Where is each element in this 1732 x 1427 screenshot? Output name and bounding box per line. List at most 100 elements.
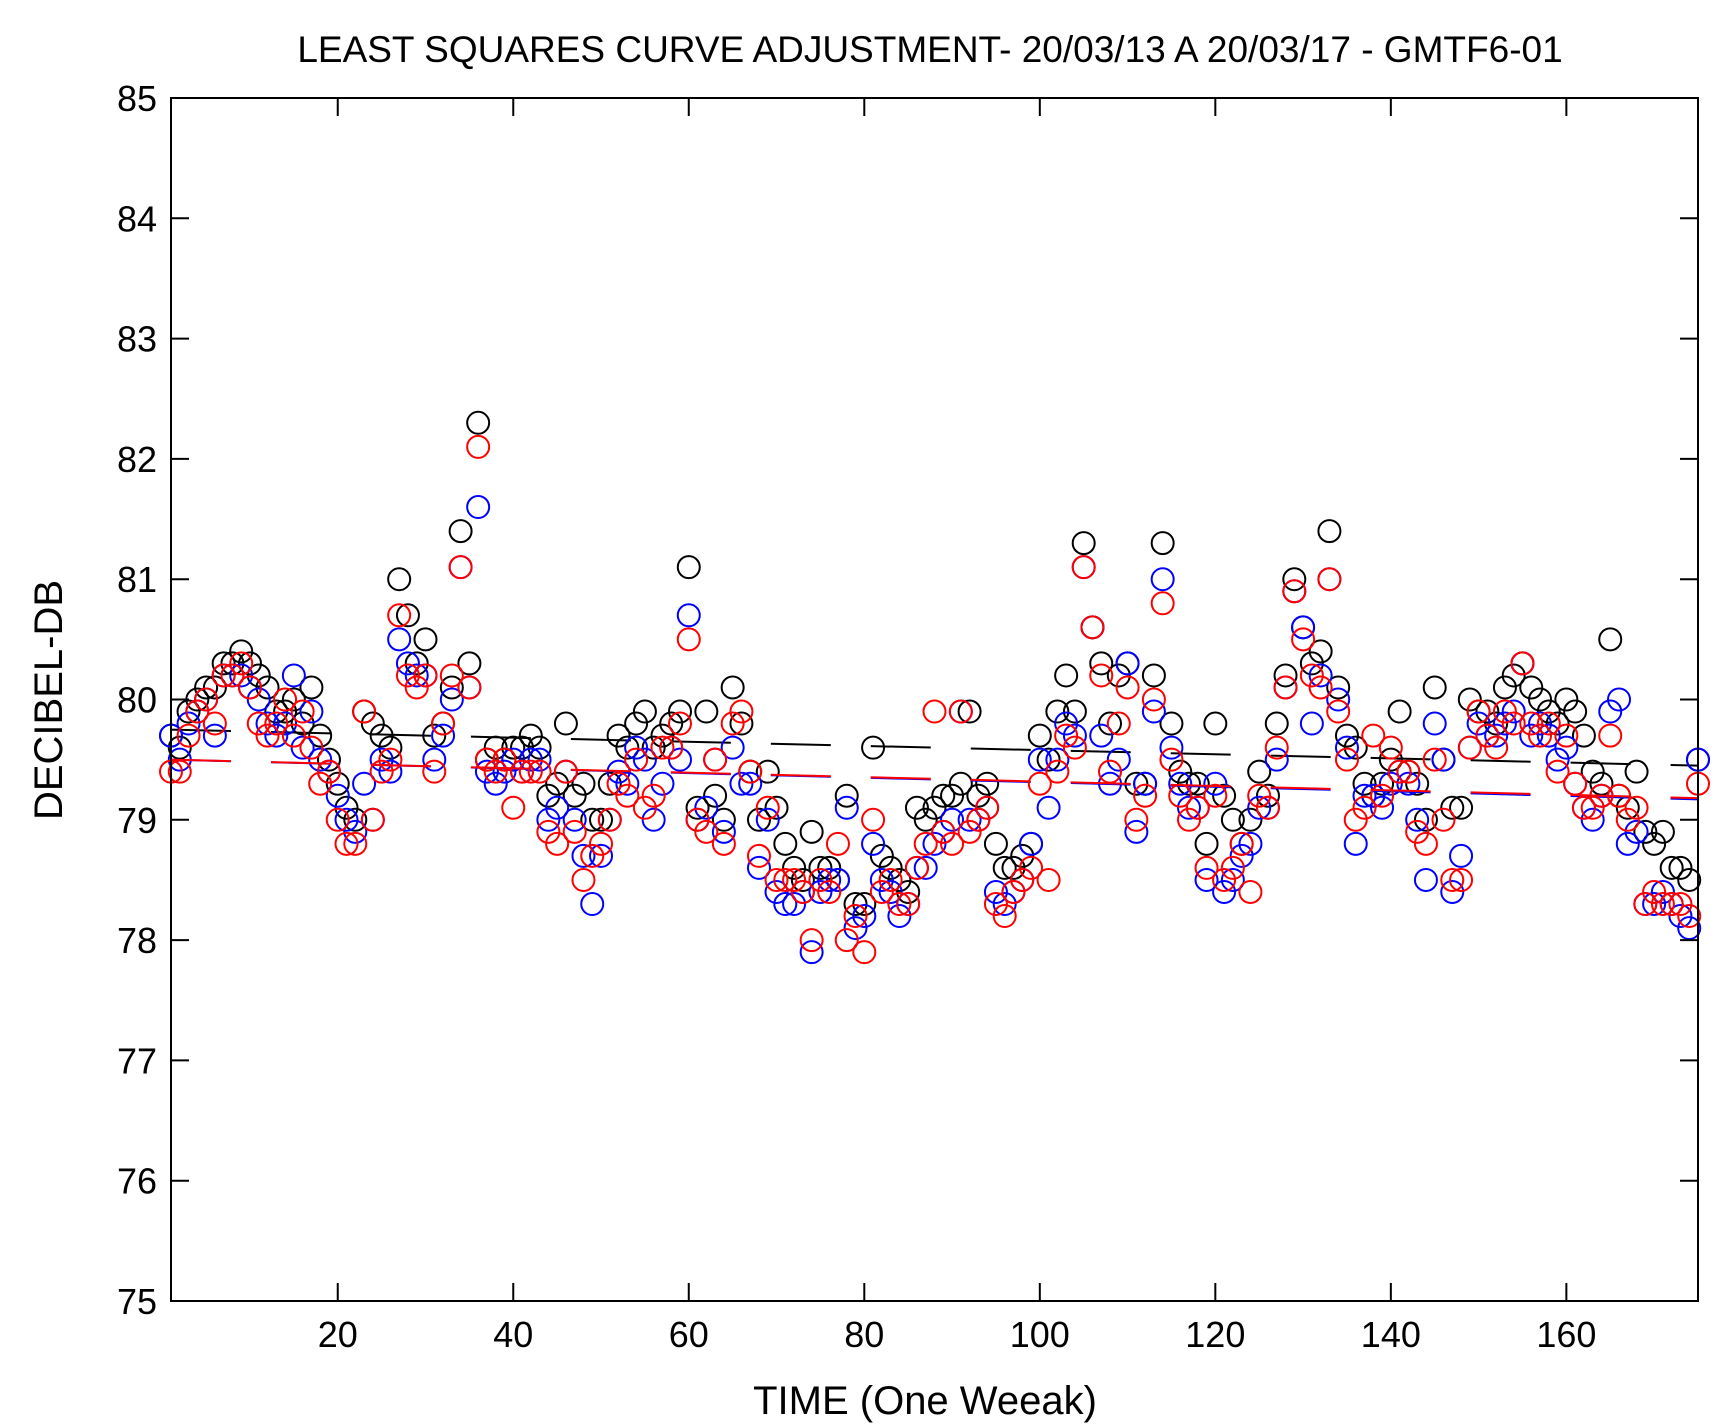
data-point-black — [1589, 771, 1614, 796]
plot-frame — [170, 97, 1699, 1302]
data-point-blue — [264, 723, 289, 748]
data-point-red — [1194, 855, 1219, 880]
data-point-blue — [861, 831, 886, 856]
data-point-red — [606, 771, 631, 796]
data-point-red — [1255, 795, 1280, 820]
data-point-black — [255, 675, 280, 700]
data-point-red — [1387, 759, 1412, 784]
data-point-red — [290, 699, 315, 724]
data-point-black — [676, 555, 701, 580]
data-point-red — [1519, 711, 1544, 736]
data-point-red — [1115, 675, 1140, 700]
data-point-blue — [431, 723, 456, 748]
data-point-red — [589, 831, 614, 856]
data-point-blue — [1492, 711, 1517, 736]
data-point-red — [729, 699, 754, 724]
data-point-black — [1413, 807, 1438, 832]
data-point-blue — [1036, 795, 1061, 820]
data-point-red — [676, 627, 701, 652]
data-point-blue — [1422, 711, 1447, 736]
data-point-black — [1185, 771, 1210, 796]
data-point-red — [387, 603, 412, 628]
x-tick-label: 40 — [493, 1314, 533, 1355]
data-point-red — [1220, 855, 1245, 880]
data-point-red — [861, 807, 886, 832]
data-point-blue — [1624, 819, 1649, 844]
data-point-blue — [1229, 843, 1254, 868]
data-point-red — [545, 831, 570, 856]
data-point-red — [202, 711, 227, 736]
data-point-black — [931, 783, 956, 808]
data-point-black — [527, 735, 552, 760]
data-point-black — [1159, 711, 1184, 736]
data-point-blue — [825, 867, 850, 892]
data-point-blue — [729, 771, 754, 796]
data-point-black — [308, 723, 333, 748]
data-point-blue — [1264, 747, 1289, 772]
data-point-black — [246, 663, 271, 688]
data-point-blue — [369, 747, 394, 772]
data-point-blue — [1299, 711, 1324, 736]
data-point-red — [1089, 663, 1114, 688]
x-tick-label: 100 — [1010, 1314, 1070, 1355]
data-point-black — [615, 735, 640, 760]
data-point-black — [1238, 807, 1263, 832]
data-point-red — [957, 819, 982, 844]
fit-line-black — [170, 728, 1699, 767]
data-point-blue — [632, 747, 657, 772]
data-point-black — [1528, 687, 1553, 712]
data-point-red — [1247, 783, 1272, 808]
data-point-red — [1282, 579, 1307, 604]
data-point-black — [975, 771, 1000, 796]
data-point-black — [273, 699, 298, 724]
data-point-red — [501, 795, 526, 820]
data-point-red — [1396, 759, 1421, 784]
y-tick-label: 82 — [117, 439, 157, 480]
data-point-black — [957, 699, 982, 724]
data-point-blue — [1528, 711, 1553, 736]
data-point-red — [1045, 759, 1070, 784]
data-point-blue — [1536, 723, 1561, 748]
data-point-red — [1510, 651, 1535, 676]
data-point-blue — [281, 663, 306, 688]
data-point-red — [790, 879, 815, 904]
data-point-red — [738, 759, 763, 784]
data-point-blue — [1642, 892, 1667, 917]
data-point-black — [1659, 855, 1684, 880]
data-point-black — [834, 783, 859, 808]
data-point-black — [510, 735, 535, 760]
data-point-black — [694, 699, 719, 724]
data-point-blue — [1027, 747, 1052, 772]
data-point-red — [1536, 711, 1561, 736]
data-point-blue — [694, 795, 719, 820]
data-point-blue — [1598, 699, 1623, 724]
data-point-blue — [922, 831, 947, 856]
data-point-black — [1536, 699, 1561, 724]
data-point-red — [1212, 867, 1237, 892]
data-point-blue — [1019, 831, 1044, 856]
data-point-blue — [1194, 867, 1219, 892]
data-point-black — [1264, 711, 1289, 736]
data-point-blue — [843, 916, 868, 941]
data-point-black — [1580, 759, 1605, 784]
y-tick-label: 84 — [117, 198, 157, 239]
data-point-red — [1185, 795, 1210, 820]
data-point-blue — [1159, 735, 1184, 760]
data-point-black — [1141, 663, 1166, 688]
data-point-black — [457, 651, 482, 676]
data-point-red — [448, 555, 473, 580]
data-point-black — [1484, 711, 1509, 736]
data-point-red — [668, 711, 692, 736]
data-point-red — [1071, 555, 1096, 580]
data-point-black — [1563, 699, 1588, 724]
data-point-blue — [1413, 867, 1438, 892]
data-point-red — [1633, 892, 1658, 917]
data-point-blue — [650, 771, 675, 796]
data-point-red — [922, 699, 947, 724]
data-point-blue — [474, 759, 499, 784]
data-point-red — [913, 831, 938, 856]
data-point-red — [1150, 591, 1175, 616]
data-point-red — [255, 723, 280, 748]
data-point-blue — [518, 747, 543, 772]
